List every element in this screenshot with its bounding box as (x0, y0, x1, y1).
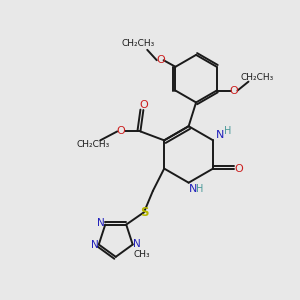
Text: O: O (234, 164, 243, 174)
Text: O: O (156, 55, 165, 65)
Text: CH₂CH₃: CH₂CH₃ (76, 140, 110, 149)
Text: H: H (224, 126, 231, 136)
Text: S: S (140, 206, 148, 219)
Text: N: N (97, 218, 105, 228)
Text: CH₃: CH₃ (134, 250, 151, 259)
Text: N: N (133, 239, 141, 249)
Text: N: N (91, 239, 98, 250)
Text: CH₂CH₃: CH₂CH₃ (122, 39, 155, 48)
Text: O: O (117, 126, 125, 136)
Text: H: H (196, 184, 204, 194)
Text: CH₂CH₃: CH₂CH₃ (240, 73, 273, 82)
Text: N: N (189, 184, 197, 194)
Text: N: N (215, 130, 224, 140)
Text: O: O (229, 85, 238, 96)
Text: O: O (139, 100, 148, 110)
